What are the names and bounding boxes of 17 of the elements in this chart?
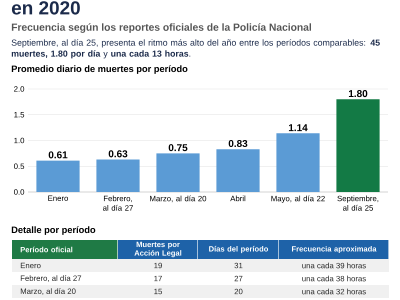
bar [36, 160, 80, 192]
data-label: 0.75 [168, 144, 188, 152]
chart-subtitle: Frecuencia según los reportes oficiales de la Policía Nacional [12, 23, 312, 33]
text: Detalle por período [12, 226, 96, 235]
text: Septiembre, al día 25, presenta el ritmo más alto del año entre los períodos comparables: 45 muertes, 1.80 por día y una cada 13 horas. [12, 39, 380, 58]
data-label: 0.63 [108, 150, 128, 158]
data-label: 1.80 [348, 90, 368, 98]
bar [156, 153, 200, 192]
text: Promedio diario de muertes por período [12, 65, 188, 74]
data-label: 1.14 [288, 124, 308, 132]
bar [216, 149, 260, 192]
bar [336, 99, 380, 192]
chart-title: en 2020 [12, 1, 80, 15]
data-label: 0.61 [48, 151, 68, 158]
bar [96, 160, 140, 192]
bar [276, 133, 320, 192]
data-label: 0.83 [228, 140, 248, 148]
